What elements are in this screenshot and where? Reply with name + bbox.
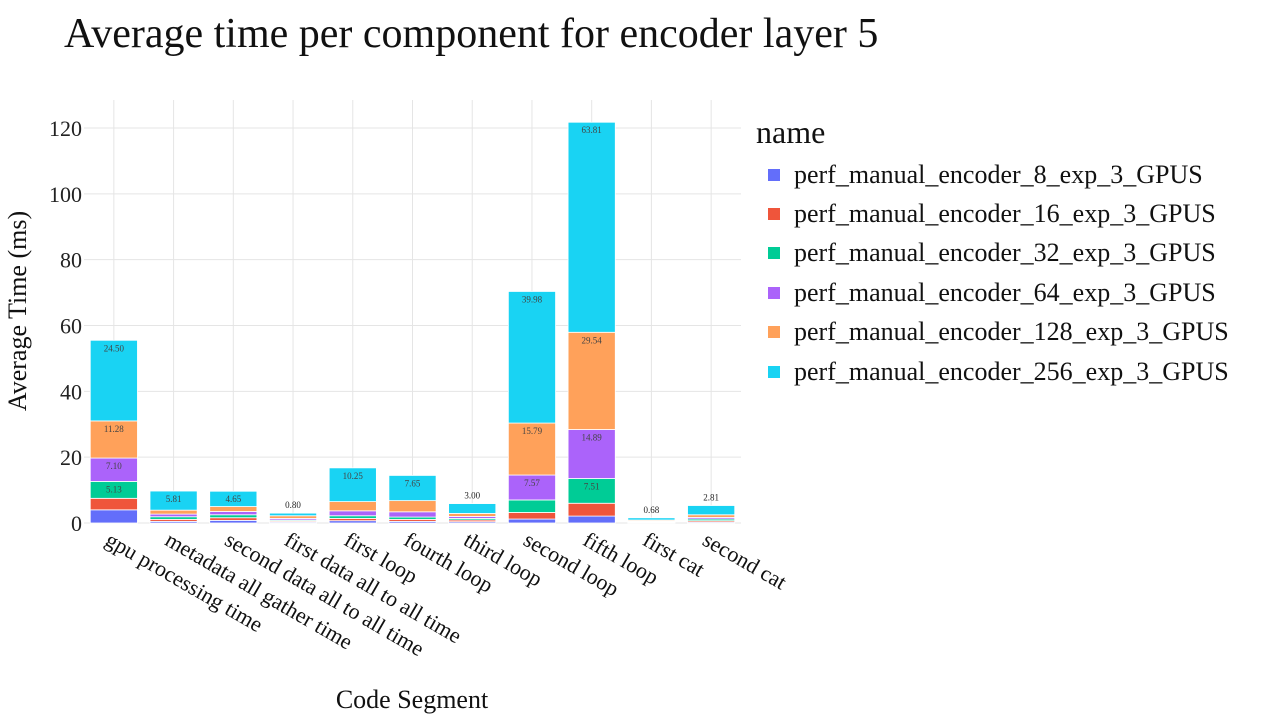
legend-swatch	[768, 286, 780, 299]
legend-title: name	[756, 114, 826, 150]
legend-item[interactable]: perf_manual_encoder_64_exp_3_GPUS	[756, 273, 1229, 312]
y-tick-label: 80	[60, 248, 82, 273]
data-label: 3.00	[464, 491, 480, 501]
bar-segment	[567, 121, 616, 333]
data-label: 2.81	[703, 493, 719, 503]
bar-segment	[507, 291, 556, 424]
legend-label: perf_manual_encoder_256_exp_3_GPUS	[794, 356, 1229, 386]
data-label: 5.13	[106, 484, 122, 494]
data-label: 39.98	[522, 294, 543, 304]
y-tick-label: 40	[60, 379, 82, 404]
data-label: 7.10	[106, 461, 122, 471]
bar-segment	[89, 497, 138, 511]
legend-item[interactable]: perf_manual_encoder_32_exp_3_GPUS	[756, 234, 1229, 273]
y-tick-label: 100	[49, 182, 82, 207]
bar-segment	[328, 501, 377, 512]
bar-segment	[507, 422, 556, 476]
bar-segment	[209, 506, 258, 512]
bar-segment	[89, 420, 138, 459]
bar-segment	[507, 499, 556, 513]
legend-item[interactable]: perf_manual_encoder_16_exp_3_GPUS	[756, 194, 1229, 233]
legend-swatch	[768, 326, 780, 339]
y-axis-title: Average Time (ms)	[3, 211, 32, 411]
legend-label: perf_manual_encoder_128_exp_3_GPUS	[794, 317, 1229, 347]
bar-segment	[89, 339, 138, 422]
data-label: 14.89	[582, 433, 603, 443]
bar-segment	[388, 500, 437, 513]
bar-segment	[209, 490, 258, 507]
data-label: 7.51	[584, 482, 600, 492]
y-tick-label: 20	[60, 445, 82, 470]
legend-label: perf_manual_encoder_64_exp_3_GPUS	[794, 277, 1216, 307]
legend-swatch	[768, 168, 780, 181]
bar-segment	[507, 518, 556, 524]
bar-segment	[149, 490, 198, 511]
bar-segment	[567, 502, 616, 517]
bar-segment	[328, 467, 377, 503]
gridlines	[84, 100, 741, 524]
bar-segment	[687, 505, 736, 516]
data-label: 15.79	[522, 426, 543, 436]
x-axis-title: Code Segment	[336, 685, 489, 714]
legend-item[interactable]: perf_manual_encoder_256_exp_3_GPUS	[756, 352, 1229, 391]
data-label: 0.68	[644, 505, 660, 515]
bar-segment	[627, 517, 676, 521]
data-label: 10.25	[343, 471, 364, 481]
data-label: 0.80	[285, 500, 301, 510]
data-label: 7.57	[524, 478, 540, 488]
legend-items: perf_manual_encoder_8_exp_3_GPUS perf_man…	[756, 155, 1229, 391]
legend-item[interactable]: perf_manual_encoder_8_exp_3_GPUS	[756, 155, 1229, 194]
bar-segment	[507, 474, 556, 501]
bar-segment	[507, 512, 556, 520]
legend-label: perf_manual_encoder_8_exp_3_GPUS	[794, 159, 1203, 189]
y-tick-label: 60	[60, 314, 82, 339]
data-label: 24.50	[104, 343, 125, 353]
legend-swatch	[768, 208, 780, 221]
legend-item[interactable]: perf_manual_encoder_128_exp_3_GPUS	[756, 313, 1229, 352]
legend-label: perf_manual_encoder_16_exp_3_GPUS	[794, 199, 1216, 229]
bar-segment	[89, 509, 138, 524]
bar-segment	[209, 511, 258, 516]
data-label: 4.65	[225, 494, 241, 504]
bar-segment	[328, 510, 377, 517]
data-label: 63.81	[582, 125, 602, 135]
x-tick-label: second cat	[699, 527, 791, 595]
bar-segment	[149, 509, 198, 515]
chart-title: Average time per component for encoder l…	[64, 11, 879, 57]
bar-segment	[448, 513, 497, 517]
data-label: 11.28	[104, 424, 124, 434]
bar-segment	[567, 331, 616, 430]
legend-swatch	[768, 365, 780, 378]
legend-swatch	[768, 247, 780, 260]
bar-segment	[567, 515, 616, 524]
bar-labels: 5.13 7.10 11.28 24.50 5.81 4.65 0.80 10.25 7.65 3…	[104, 125, 719, 515]
bar-segment	[209, 514, 258, 519]
bars	[89, 121, 736, 524]
y-tick-label: 120	[49, 116, 82, 141]
bar-segment	[388, 475, 437, 502]
bar-segment	[388, 511, 437, 518]
data-label: 5.81	[166, 494, 182, 504]
legend: name perf_manual_encoder_8_exp_3_GPUS per…	[756, 114, 1229, 391]
legend-label: perf_manual_encoder_32_exp_3_GPUS	[794, 238, 1216, 268]
data-label: 7.65	[405, 478, 421, 488]
bar-segment	[269, 512, 318, 517]
bar-segment	[448, 503, 497, 514]
y-tick-label: 0	[71, 511, 82, 536]
data-label: 29.54	[582, 335, 603, 345]
bar-segment	[567, 478, 616, 504]
y-axis-ticks: 0 20 40 60 80 100 120	[49, 116, 82, 536]
